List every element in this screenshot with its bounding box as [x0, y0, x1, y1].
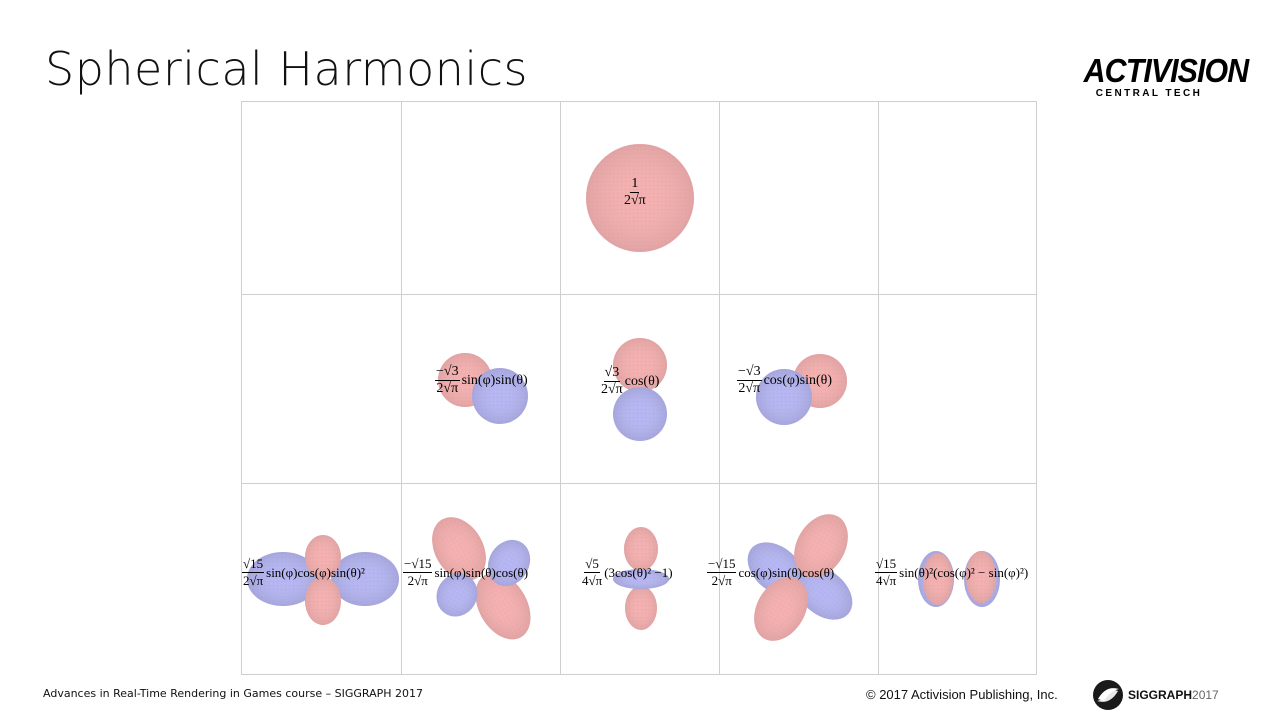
siggraph-wordmark: SIGGRAPH2017 [1128, 688, 1219, 702]
formula-l2-m0: √5 4√π (3cos(θ)² −1) [582, 556, 673, 588]
slide-title: Spherical Harmonics [45, 42, 528, 96]
lobe-l2-m1 [747, 514, 853, 641]
harmonic-lobes [247, 144, 1000, 641]
formula-l1-m1: −√3 2√π cos(φ)sin(θ) [737, 364, 833, 396]
formula-l2-mneg1: −√15 2√π sin(φ)sin(θ)cos(θ) [403, 556, 529, 588]
copyright-notice: © 2017 Activision Publishing, Inc. [866, 687, 1058, 702]
course-footer: Advances in Real-Time Rendering in Games… [43, 687, 424, 700]
activision-logo-text: ACTIVISION [1083, 52, 1249, 89]
lobe-l1-m0 [613, 338, 667, 441]
lobe-l2-mneg1 [432, 517, 531, 640]
formula-l1-mneg1: −√3 2√π sin(φ)sin(θ) [435, 364, 528, 396]
siggraph-logo: SIGGRAPH2017 [1092, 679, 1219, 711]
formula-l1-m0: √3 2√π cos(θ) [601, 365, 660, 397]
siggraph-year: 2017 [1192, 688, 1219, 702]
activision-logo: ACTIVISION CENTRAL TECH [1078, 52, 1249, 99]
lobe-l1-m1 [756, 354, 847, 425]
lobe-l1-mneg1 [438, 353, 528, 424]
lobe-l2-m2 [918, 551, 1000, 607]
siggraph-icon [1093, 680, 1123, 710]
lobe-l2-mneg2 [247, 535, 399, 625]
grid-cell [878, 483, 1037, 675]
harmonics-grid: 1 2√π −√3 2√π sin(φ)sin(θ) √3 2√π cos(θ) −√… [241, 101, 1037, 675]
lobe-l2-m0 [613, 527, 669, 630]
formula-l0-m0: 1 2√π [624, 176, 646, 208]
formula-l2-m1: −√15 2√π cos(φ)sin(θ)cos(θ) [707, 556, 835, 588]
formula-l2-m2: √15 4√π sin(θ)²(cos(φ)² − sin(φ)²) [875, 556, 1029, 588]
activision-logo-subtext: CENTRAL TECH [1095, 88, 1203, 99]
formula-l2-mneg2: √15 2√π sin(φ)cos(φ)sin(θ)² [242, 556, 365, 588]
lobe-l0-m0 [586, 144, 694, 252]
